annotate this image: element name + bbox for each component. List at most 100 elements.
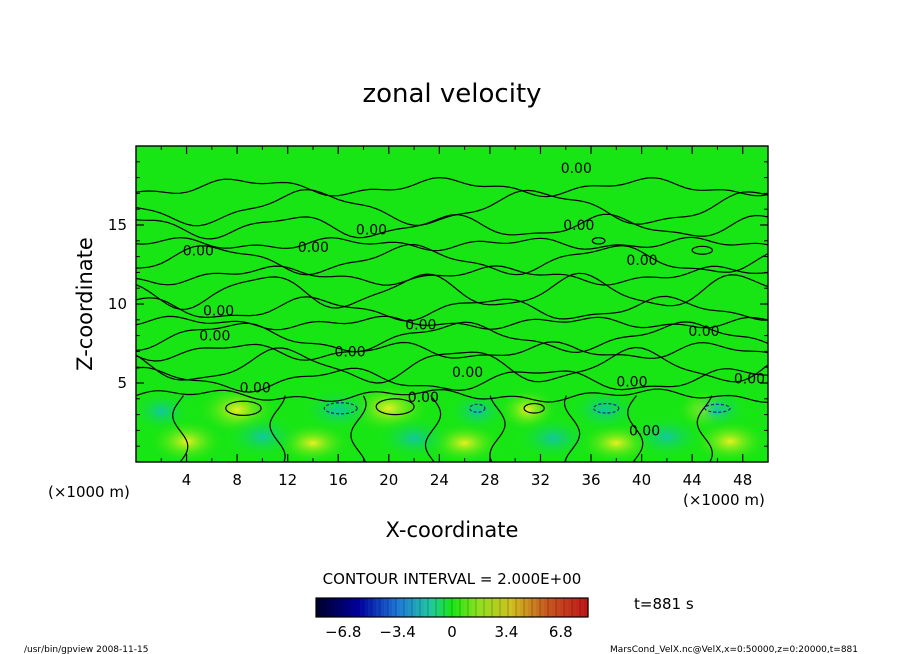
colorbar-cell <box>544 598 549 617</box>
contour-label: 0.00 <box>240 381 271 397</box>
colorbar-cell <box>328 598 333 617</box>
colorbar-cell <box>580 598 585 617</box>
x-tick-label: 12 <box>278 471 297 489</box>
x-tick-label: 24 <box>430 471 449 489</box>
colorbar-cell <box>348 598 353 617</box>
x-tick-label: 8 <box>232 471 242 489</box>
colorbar-cell <box>340 598 345 617</box>
contour-line <box>136 321 768 353</box>
colorbar-cell <box>560 598 565 617</box>
colorbar-cell <box>364 598 369 617</box>
contour-line <box>136 265 768 286</box>
colorbar-cell <box>432 598 437 617</box>
colorbar-cell <box>500 598 505 617</box>
contour-label: 0.00 <box>199 329 230 345</box>
contour-label: 0.00 <box>298 240 329 256</box>
contour-lines <box>136 176 768 462</box>
colorbar-cell <box>584 598 589 617</box>
contour-label: 0.00 <box>334 344 365 360</box>
x-unit-left: (×1000 m) <box>48 483 130 501</box>
colorbar-cell <box>552 598 557 617</box>
contour-label: 0.00 <box>405 318 436 334</box>
contour-line <box>563 395 581 462</box>
contour-closed <box>691 245 713 255</box>
contour-negative <box>704 403 731 413</box>
x-tick-label: 40 <box>632 471 651 489</box>
contour-line <box>172 395 189 462</box>
colorbar-cell <box>464 598 469 617</box>
x-axis-label: X-coordinate <box>386 518 519 542</box>
negative-patch <box>376 416 452 461</box>
colorbar-cell <box>504 598 509 617</box>
colorbar-cell <box>468 598 473 617</box>
footer-left: /usr/bin/gpview 2008-11-15 <box>24 645 148 654</box>
contour-negative <box>592 402 620 414</box>
colorbar-cell <box>440 598 445 617</box>
contour-label: 0.00 <box>452 365 483 381</box>
colorbar-cell <box>368 598 373 617</box>
colorbar-cell <box>412 598 417 617</box>
contour-label: 0.00 <box>616 374 647 390</box>
colorbar-cell <box>508 598 513 617</box>
positive-patch <box>692 419 768 462</box>
x-tick-label: 16 <box>329 471 348 489</box>
colorbar-cell <box>512 598 517 617</box>
x-axis: 4 8 12 16 20 24 28 32 36 40 44 48 <box>160 146 752 489</box>
y-tick-label: 15 <box>108 216 127 234</box>
colorbar-cell <box>320 598 325 617</box>
contour-line <box>424 395 442 462</box>
colorbar-cell <box>548 598 553 617</box>
contour-label: 0.00 <box>183 243 214 259</box>
colorbar-cell <box>392 598 397 617</box>
colorbar-tick-label: 3.4 <box>494 623 518 641</box>
chart-title: zonal velocity <box>362 79 541 109</box>
colorbar-tick-label: 6.8 <box>549 623 573 641</box>
colorbar-cell <box>416 598 421 617</box>
colorbar-tick-label: −3.4 <box>379 623 415 641</box>
colorbar-cell <box>456 598 461 617</box>
contour-label: 0.00 <box>356 223 387 239</box>
colorbar-cell <box>576 598 581 617</box>
contour-label: 0.00 <box>734 371 765 387</box>
y-tick-label: 10 <box>108 295 127 313</box>
colorbar-tick-label: −6.8 <box>325 623 361 641</box>
negative-patch <box>628 414 705 459</box>
colorbar-cell <box>484 598 489 617</box>
colorbar-cell <box>568 598 573 617</box>
x-tick-label: 32 <box>531 471 550 489</box>
colorbar-cell <box>460 598 465 617</box>
colorbar-cell <box>564 598 569 617</box>
colorbar-cell <box>336 598 341 617</box>
colorbar-cell <box>404 598 409 617</box>
x-tick-label: 44 <box>683 471 702 489</box>
negative-patch <box>224 414 301 459</box>
x-tick-label: 20 <box>379 471 398 489</box>
contour-line <box>136 272 768 310</box>
contour-closed <box>523 402 545 414</box>
contour-line <box>136 315 768 331</box>
contour-label: 0.00 <box>626 253 657 269</box>
colorbar-cell <box>332 598 337 617</box>
colorbar-cell <box>388 598 393 617</box>
plot-area: 0.00 0.00 0.00 0.00 0.00 0.00 0.00 0.00 0.00 0.00… <box>135 145 769 463</box>
colorbar-cell <box>380 598 385 617</box>
colorbar-cell <box>396 598 401 617</box>
negative-patch <box>687 389 748 431</box>
contour-line <box>136 176 768 198</box>
contour-line <box>350 395 367 462</box>
contour-closed <box>225 400 262 416</box>
contour-label: 0.00 <box>203 303 234 319</box>
colorbar-cell <box>420 598 425 617</box>
contour-interval-label: CONTOUR INTERVAL = 2.000E+00 <box>323 570 582 588</box>
colorbar-cell <box>324 598 329 617</box>
contour-label: 0.00 <box>563 218 594 234</box>
colorbar-cell <box>424 598 429 617</box>
colorbar-cell <box>480 598 485 617</box>
contour-line <box>136 243 768 276</box>
colorbar-cell <box>344 598 349 617</box>
negative-patch <box>136 390 192 432</box>
colorbar-cell <box>528 598 533 617</box>
colorbar-cell <box>572 598 577 617</box>
x-tick-label: 28 <box>480 471 499 489</box>
